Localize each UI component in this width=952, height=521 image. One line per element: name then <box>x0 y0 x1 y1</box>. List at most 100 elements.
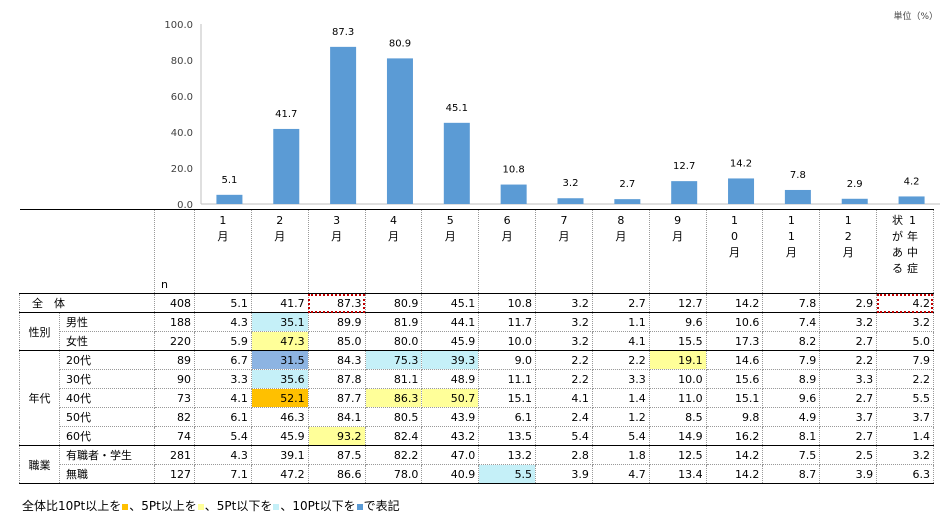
value-cell: 4.7 <box>591 464 650 484</box>
bar <box>841 198 868 204</box>
color-swatch <box>197 503 204 510</box>
table-row: 性別 男性 188 4.3 35.1 89.9 81.9 44.1 11.7 3.2 1.1 9.6 1… <box>19 312 934 351</box>
value-cell: 14.2 <box>705 464 764 484</box>
value-cell: 1.4 <box>591 388 650 408</box>
value-cell: 4.2 <box>876 293 934 313</box>
value-cell: 2.2 <box>819 350 878 370</box>
value-cell: 15.6 <box>705 369 764 389</box>
value-cell: 3.2 <box>535 312 593 332</box>
value-cell: 11.0 <box>648 388 707 408</box>
row-label: 女性 <box>59 331 155 351</box>
row-label: 20代 <box>59 350 155 370</box>
row-group-label: 年代 <box>19 350 60 446</box>
bar <box>728 178 755 204</box>
value-cell: 80.5 <box>364 407 423 427</box>
row-label: 無職 <box>59 464 155 484</box>
value-cell: 2.2 <box>876 369 934 389</box>
bar <box>557 198 584 204</box>
value-cell: 13.2 <box>478 445 537 465</box>
value-cell: 48.9 <box>421 369 480 389</box>
row-n: 281 <box>154 445 195 465</box>
value-cell: 45.9 <box>421 331 480 351</box>
value-cell: 6.1 <box>478 407 537 427</box>
value-cell: 93.2 <box>307 426 366 446</box>
row-label: 男性 <box>59 312 155 332</box>
value-cell: 80.9 <box>364 293 423 313</box>
value-cell: 52.1 <box>250 388 309 408</box>
value-cell: 10.0 <box>648 369 707 389</box>
bar <box>273 128 300 204</box>
note-text: 全体比10Pt以上を <box>22 499 122 513</box>
bar <box>614 199 641 204</box>
unit-label: 単位（%） <box>893 12 938 22</box>
bar <box>216 194 243 204</box>
value-cell: 31.5 <box>250 350 309 370</box>
value-cell: 3.3 <box>591 369 650 389</box>
value-cell: 1.8 <box>591 445 650 465</box>
value-cell: 4.1 <box>535 388 593 408</box>
y-tick-label: 40.0 <box>171 128 193 139</box>
value-cell: 2.9 <box>819 293 878 313</box>
value-cell: 9.0 <box>478 350 537 370</box>
value-cell: 3.2 <box>819 312 878 332</box>
row-n: 73 <box>154 388 195 408</box>
value-cell: 35.1 <box>250 312 309 332</box>
value-cell: 47.3 <box>250 331 309 351</box>
value-cell: 81.1 <box>364 369 423 389</box>
row-group-label: 性別 <box>19 312 60 351</box>
value-cell: 9.8 <box>705 407 764 427</box>
value-cell: 15.1 <box>478 388 537 408</box>
value-cell: 4.1 <box>591 331 650 351</box>
value-cell: 16.2 <box>705 426 764 446</box>
bar-value-label: 41.7 <box>275 109 297 120</box>
value-cell: 7.9 <box>876 350 934 370</box>
value-cell: 87.3 <box>307 293 366 313</box>
value-cell: 5.9 <box>194 331 252 351</box>
value-cell: 2.5 <box>819 445 878 465</box>
value-cell: 2.2 <box>535 369 593 389</box>
color-swatch <box>122 503 129 510</box>
table-row: 40代 73 4.1 52.1 87.7 86.3 50.7 15.1 4.1 1.4 11.0 15… <box>20 388 934 408</box>
value-cell: 2.7 <box>819 331 878 351</box>
value-cell: 4.1 <box>194 388 252 408</box>
value-cell: 47.2 <box>250 464 309 484</box>
bar-value-label: 4.2 <box>904 176 920 187</box>
table-row: 無職 127 7.1 47.2 86.6 78.0 40.9 5.5 3.9 4.7 13.4 14.… <box>20 464 934 484</box>
value-cell: 11.7 <box>478 312 537 332</box>
bar <box>500 184 527 204</box>
value-cell: 10.0 <box>478 331 537 351</box>
bar-value-label: 7.8 <box>790 170 806 181</box>
table-row: 女性 220 5.9 47.3 85.0 80.0 45.9 10.0 3.2 4.1 15.5 17… <box>20 331 934 351</box>
value-cell: 19.1 <box>648 350 707 370</box>
value-cell: 75.3 <box>364 350 423 370</box>
row-n: 220 <box>154 331 195 351</box>
y-tick-label: 20.0 <box>171 164 193 175</box>
bar <box>898 196 925 204</box>
n-header: n <box>154 209 195 294</box>
table-row: 年代 20代 89 6.7 31.5 84.3 75.3 39.3 9.0 2.2 2.2 19.1 1… <box>19 350 934 446</box>
value-cell: 1.2 <box>591 407 650 427</box>
bar-value-label: 5.1 <box>221 175 237 186</box>
value-cell: 78.0 <box>364 464 423 484</box>
row-label: 50代 <box>59 407 155 427</box>
value-cell: 10.8 <box>478 293 537 313</box>
note-text: 、5Pt以下を <box>204 499 273 513</box>
value-cell: 41.7 <box>250 293 309 313</box>
value-cell: 1.4 <box>876 426 934 446</box>
row-n: 127 <box>154 464 195 484</box>
value-cell: 7.9 <box>762 350 821 370</box>
bar-value-label: 12.7 <box>673 161 695 172</box>
value-cell: 84.3 <box>307 350 366 370</box>
value-cell: 7.8 <box>762 293 821 313</box>
value-cell: 5.0 <box>876 331 934 351</box>
color-swatch <box>356 503 363 510</box>
value-cell: 3.2 <box>876 445 934 465</box>
